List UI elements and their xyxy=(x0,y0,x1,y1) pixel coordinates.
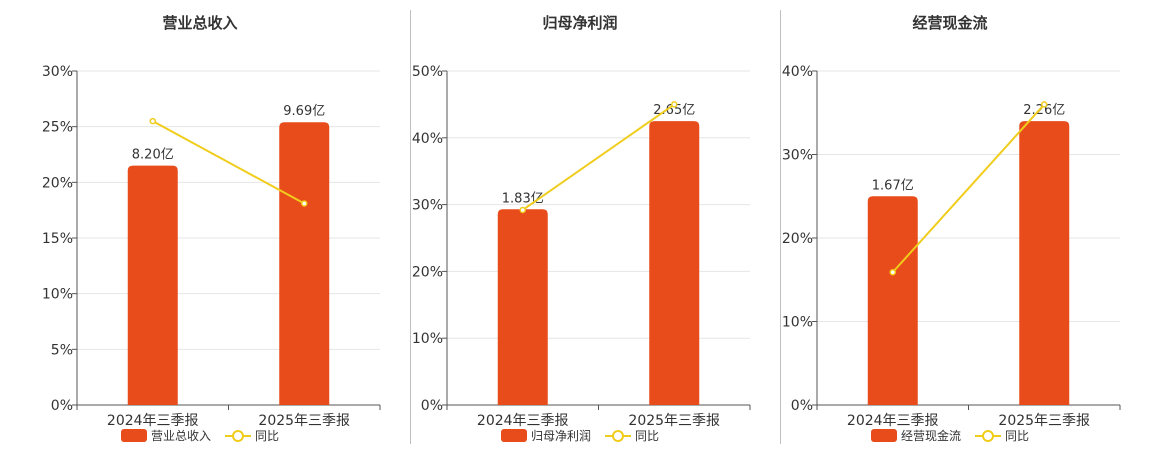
bar-data-label: 2.65亿 xyxy=(653,103,695,118)
chart-svg: 0% 10% 20% 30% 40% 1.67亿 2.26亿 2024年三季报 2025年三季报 xyxy=(782,64,1121,429)
legend-line-label: 同比 xyxy=(255,429,280,443)
line-point xyxy=(519,206,526,214)
bar xyxy=(279,122,330,406)
y-tick-label: 30% xyxy=(412,198,443,214)
legend-line-label: 同比 xyxy=(635,429,660,443)
legend-bar-swatch xyxy=(500,429,527,442)
legend-bar-swatch xyxy=(120,429,147,442)
panel-divider xyxy=(410,10,411,444)
bar xyxy=(127,165,178,405)
y-tick-label: 10% xyxy=(42,287,73,303)
bar xyxy=(867,196,918,405)
y-tick-label: 50% xyxy=(412,64,443,80)
y-tick-label: 40% xyxy=(782,64,813,80)
line-point xyxy=(1041,101,1048,108)
chart-svg: 0% 5% 10% 15% 20% 25% 30% 8.20亿 9.69亿 2024年三季报 202… xyxy=(42,64,381,429)
y-tick-label: 0% xyxy=(421,398,443,414)
y-tick-label: 30% xyxy=(42,64,73,80)
chart-panel-net-profit: 归母净利润 0% 10% 20% 30% 40% 50% 1.83亿 2.65亿 2024年三季… xyxy=(370,0,770,450)
y-tick-label: 40% xyxy=(412,131,443,147)
line-point xyxy=(301,200,308,207)
legend: 营业总收入 同比 xyxy=(0,427,400,444)
chart-title: 营业总收入 xyxy=(162,14,238,32)
bar-data-label: 8.20亿 xyxy=(132,148,174,163)
bar xyxy=(1019,121,1070,405)
legend-bar-label: 经营现金流 xyxy=(900,429,961,443)
bar-data-label: 9.69亿 xyxy=(283,104,325,119)
y-tick-label: 30% xyxy=(782,148,813,164)
legend: 归母净利润 同比 xyxy=(410,427,750,444)
x-tick-label: 2024年三季报 xyxy=(477,413,569,429)
line-point xyxy=(149,117,156,125)
x-tick-label: 2025年三季报 xyxy=(998,413,1090,429)
bar xyxy=(497,209,548,405)
legend-line-swatch xyxy=(225,429,251,443)
y-tick-label: 0% xyxy=(791,398,813,414)
y-tick-label: 0% xyxy=(51,398,73,414)
series-line xyxy=(892,103,1045,273)
x-tick-label: 2024年三季报 xyxy=(107,413,199,429)
x-tick-label: 2025年三季报 xyxy=(258,413,350,429)
line-point xyxy=(889,268,896,276)
x-tick-label: 2025年三季报 xyxy=(628,413,720,429)
chart-title: 归母净利润 xyxy=(542,14,618,32)
legend-line-swatch xyxy=(975,429,1001,443)
bar-data-label: 1.67亿 xyxy=(872,178,914,193)
chart-panel-revenue: 营业总收入 0% 5% 10% 15% 20% 25% 30% 8.20亿 9.69亿 2024年… xyxy=(0,0,400,450)
panel-divider xyxy=(780,10,781,444)
y-tick-label: 5% xyxy=(51,342,73,358)
bar-data-label: 2.26亿 xyxy=(1023,103,1065,118)
y-tick-label: 20% xyxy=(782,231,813,247)
legend: 经营现金流 同比 xyxy=(780,427,1120,444)
y-tick-label: 10% xyxy=(782,315,813,331)
series-line xyxy=(152,120,305,205)
y-tick-label: 20% xyxy=(412,264,443,280)
x-tick-label: 2024年三季报 xyxy=(847,413,939,429)
y-tick-label: 15% xyxy=(42,231,73,247)
legend-line-label: 同比 xyxy=(1005,429,1030,443)
y-tick-label: 10% xyxy=(412,331,443,347)
y-tick-label: 20% xyxy=(42,175,73,191)
legend-bar-label: 归母净利润 xyxy=(530,429,591,443)
chart-panel-cash-flow: 经营现金流 0% 10% 20% 30% 40% 1.67亿 2.26亿 2024年三季报 20… xyxy=(740,0,1140,450)
line-point xyxy=(671,101,678,108)
y-tick-label: 25% xyxy=(42,120,73,136)
bar xyxy=(649,121,700,405)
legend-line-swatch xyxy=(605,429,631,443)
legend-bar-label: 营业总收入 xyxy=(150,429,211,443)
legend-bar-swatch xyxy=(870,429,897,442)
chart-title: 经营现金流 xyxy=(912,14,988,32)
series-line xyxy=(522,103,675,211)
